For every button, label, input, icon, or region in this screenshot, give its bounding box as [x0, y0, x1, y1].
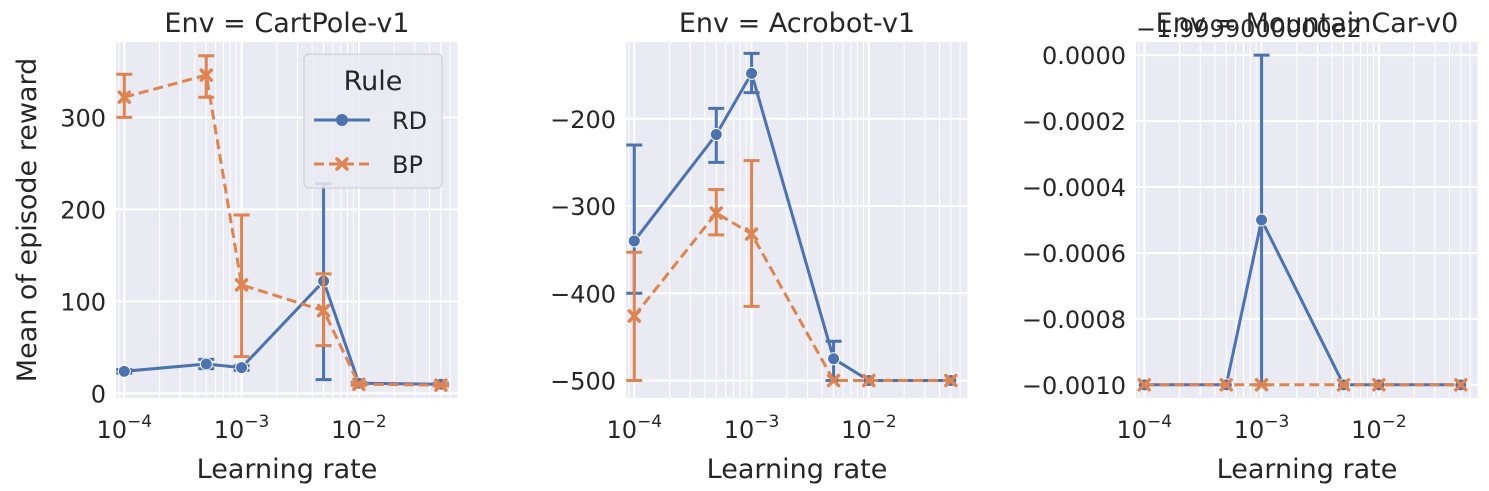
y-tick-label: −0.0006	[1022, 240, 1126, 268]
data-point	[827, 352, 841, 366]
data-point	[1254, 378, 1269, 392]
plot-area	[1136, 42, 1478, 398]
panel-title: Env = MountainCar-v0	[1156, 8, 1459, 39]
x-tick-label: 10−4	[1116, 412, 1172, 444]
x-tick-label: 10−3	[724, 412, 780, 444]
y-tick-label: −0.0004	[1022, 174, 1126, 202]
y-tick-label: 100	[60, 288, 106, 316]
data-point	[627, 234, 641, 248]
x-tick-label: 10−3	[1234, 412, 1290, 444]
legend: Rule RD BP	[303, 53, 443, 189]
data-point	[1255, 213, 1269, 227]
data-point	[709, 206, 724, 220]
data-point	[744, 227, 759, 241]
data-point	[434, 378, 448, 392]
y-tick-label: 0.0000	[1042, 42, 1126, 70]
y-tick-label: −0.0008	[1022, 306, 1126, 334]
x-tick-label: 10−2	[841, 412, 897, 444]
y-tick-label: −500	[550, 368, 616, 396]
data-point	[944, 373, 958, 388]
x-tick-label: 10−2	[1351, 412, 1407, 444]
legend-marker	[335, 157, 349, 171]
y-tick-label: 0	[91, 380, 106, 408]
legend-marker	[336, 114, 348, 126]
data-point	[1219, 378, 1234, 392]
y-tick-label: 300	[60, 104, 106, 132]
y-tick-label: −400	[550, 280, 616, 308]
y-tick-label: −200	[550, 106, 616, 134]
legend-label: BP	[392, 151, 423, 179]
panels: 0 100 200 300 10−4 10−3 10−2 Env = CartPole-v1 L…	[60, 8, 1479, 485]
series-BP	[626, 159, 958, 388]
data-point	[117, 364, 131, 378]
y-tick-label: −300	[550, 193, 616, 221]
data-point	[234, 278, 249, 292]
data-point	[199, 357, 213, 371]
y-offset-text: −1.9999000000e2	[1136, 15, 1362, 43]
data-point	[826, 373, 841, 388]
data-point	[1336, 378, 1351, 392]
panel-title: Env = CartPole-v1	[164, 8, 409, 39]
data-point	[1372, 378, 1386, 392]
data-point	[117, 90, 132, 104]
series-line	[633, 71, 951, 382]
data-point	[352, 377, 366, 391]
x-tick-label: 10−4	[96, 412, 152, 444]
data-point	[199, 68, 214, 82]
y-tick-label: 200	[60, 196, 106, 224]
x-axis-label: Learning rate	[197, 454, 378, 485]
plot-area	[626, 42, 968, 398]
x-axis-label: Learning rate	[707, 454, 888, 485]
data-point	[745, 66, 759, 80]
x-tick-label: 10−2	[331, 412, 387, 444]
data-point	[1137, 378, 1152, 392]
data-point	[627, 309, 642, 323]
data-point	[235, 361, 249, 375]
panel-3: −0.0010 −0.0008 −0.0006 −0.0004 −0.0002 0.000…	[1022, 8, 1479, 485]
series-BP	[1137, 378, 1468, 392]
x-tick-label: 10−3	[214, 412, 270, 444]
panel-1: 0 100 200 300 10−4 10−3 10−2 Env = CartPole-v1 L…	[60, 8, 459, 485]
legend-box	[303, 53, 443, 189]
data-point	[1454, 378, 1468, 392]
y-axis-label: Mean of episode reward	[12, 58, 43, 382]
y-tick-label: −0.0010	[1022, 372, 1126, 400]
series-BP	[116, 54, 449, 392]
panel-2: −500 −400 −300 −200 10−4 10−3 10−2 Env = Acrobo…	[550, 8, 969, 485]
series-line	[633, 211, 951, 382]
data-point	[709, 127, 723, 141]
series-line	[124, 279, 441, 386]
y-tick-label: −0.0002	[1022, 108, 1126, 136]
legend-title: Rule	[344, 66, 403, 97]
data-point	[316, 303, 331, 318]
panel-title: Env = Acrobot-v1	[679, 8, 915, 39]
x-axis-label: Learning rate	[1217, 454, 1398, 485]
x-tick-label: 10−4	[606, 412, 662, 444]
legend-label: RD	[392, 107, 427, 135]
data-point	[862, 373, 876, 388]
